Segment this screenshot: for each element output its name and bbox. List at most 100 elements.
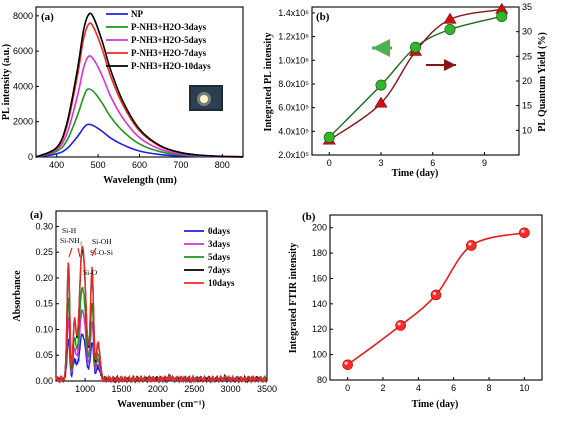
peak-annotation: Si-OH	[92, 237, 112, 246]
y-tick-label: 0.30	[35, 221, 53, 231]
y-tick-label: 4.0x10⁵	[278, 126, 309, 136]
y-tick-label: 8000	[13, 11, 33, 21]
x-tick-label: 500	[91, 160, 106, 170]
ftir-integrated-chart: 0 2 4 6 8 10 80 100 120 140 160 180 200 (b) Time (da…	[288, 211, 543, 410]
y2-tick-label: 15	[522, 101, 532, 111]
ftir-point-highlight	[521, 229, 525, 233]
pl-series-4	[35, 12, 244, 158]
x-tick-label: 6	[451, 383, 456, 393]
absorbance-legend: 0days 3days 5days 7days 10days	[184, 226, 235, 288]
x-tick-label: 3	[378, 158, 383, 168]
pl-spectra-legend: NP P-NH3+H2O-3days P-NH3+H2O-5days P-NH3+H2…	[106, 9, 211, 71]
x-tick-label: 4	[416, 383, 421, 393]
x-tick-label: 2	[380, 383, 385, 393]
ftir-integrated-frame	[329, 214, 543, 381]
y-tick-label: 0.05	[35, 350, 53, 360]
y-tick-label: 0.15	[35, 299, 53, 309]
legend-label: NP	[131, 9, 143, 19]
pl-point	[444, 23, 456, 35]
y-tick-label: 0	[28, 152, 33, 162]
legend-label: P-NH3+H2O-5days	[131, 35, 207, 45]
y-tick-label: 100	[312, 350, 327, 360]
y-tick-label: 6.0x10⁵	[278, 103, 309, 113]
y-tick-label: 0.20	[35, 273, 53, 283]
y-tick-label: 0.25	[35, 247, 53, 257]
y-tick-label: 4000	[13, 81, 33, 91]
integrated-pl-panel-label: (b)	[316, 11, 330, 23]
integrated-pl-frame	[311, 6, 520, 156]
absorbance-y-label: Absorbance	[12, 270, 23, 322]
y-tick-label: 0.00	[35, 376, 53, 386]
y-tick-label: 200	[312, 223, 327, 233]
annotation-arrow	[77, 247, 81, 258]
y-tick-label: 2.0x10⁵	[278, 150, 309, 160]
y2-tick-label: 10	[522, 125, 532, 135]
y2-tick-label: 30	[522, 27, 532, 37]
peak-annotation: Si-O-Si	[90, 248, 113, 257]
ftir-point-highlight	[468, 242, 472, 246]
absorbance-x-label: Wavenumber (cm⁻¹)	[117, 399, 205, 410]
pl-point	[496, 10, 508, 22]
y2-tick-label: 20	[522, 76, 532, 86]
y-tick-label: 120	[312, 324, 327, 334]
peak-annotation: Si-O	[83, 268, 98, 277]
x-tick-label: 1500	[111, 384, 131, 394]
qy-point	[443, 12, 457, 24]
legend-label: 3days	[208, 239, 231, 249]
qy-point	[374, 96, 388, 108]
pl-spectra-x-label: Wavelength (nm)	[103, 175, 177, 186]
legend-label: 0days	[208, 226, 231, 236]
pl-point	[375, 79, 387, 91]
y-tick-label: 1.4x10⁶	[278, 8, 309, 18]
x-tick-label: 600	[132, 160, 147, 170]
legend-label: 7days	[208, 265, 231, 275]
pl-spectra-y-label: PL intensity (a.u.)	[1, 44, 12, 120]
ftir-point	[342, 359, 353, 371]
x-tick-label: 6	[430, 158, 435, 168]
ftir-x-label: Time (day)	[412, 399, 459, 410]
pl-spectra-panel-label: (a)	[41, 11, 54, 23]
ftir-y-label: Integrated FTIR intensity	[288, 243, 299, 354]
y2-tick-label: 35	[522, 2, 532, 12]
legend-label: 10days	[208, 278, 235, 288]
legend-label: 5days	[208, 252, 231, 262]
x-tick-label: 0	[327, 158, 332, 168]
x-tick-label: 3000	[221, 384, 241, 394]
y-tick-label: 6000	[13, 46, 33, 56]
y-tick-label: 1.2x10⁶	[278, 32, 309, 42]
ftir-point	[430, 289, 442, 301]
ftir-point	[519, 227, 530, 239]
absorbance-annotations: Si-HSi-NH₂ Si-OH Si-O-Si Si-O	[60, 226, 113, 277]
pl-point	[323, 131, 335, 143]
peak-annotation: Si-H	[62, 226, 77, 235]
y-tick-label: 180	[312, 248, 327, 258]
absorbance-chart: 1000 1500 2000 2500 3000 3500 0.00 0.05 0.10 0.15…	[12, 209, 277, 410]
y-tick-label: 160	[312, 273, 327, 283]
absorbance-series-4	[55, 245, 268, 384]
y2-tick-label: 25	[522, 51, 532, 61]
ftir-panel-label: (b)	[302, 211, 316, 223]
annotation-arrow	[91, 247, 97, 257]
x-tick-label: 2500	[184, 384, 204, 394]
peak-annotation: Si-NH₂	[60, 236, 83, 245]
x-tick-label: 2000	[148, 384, 168, 394]
x-tick-label: 8	[486, 383, 491, 393]
y-tick-label: 140	[312, 299, 327, 309]
x-tick-label: 9	[482, 158, 487, 168]
y-tick-label: 2000	[13, 117, 33, 127]
legend-label: P-NH3+H2O-3days	[131, 22, 207, 32]
integrated-pl-x-label: Time (day)	[392, 168, 439, 179]
x-tick-label: 10	[519, 383, 529, 393]
x-tick-label: 400	[49, 160, 64, 170]
pl-point	[409, 41, 421, 53]
y-tick-label: 1.0x10⁶	[278, 55, 309, 65]
qy-fit-line	[328, 8, 502, 141]
ftir-point-highlight	[432, 291, 437, 296]
pl-fit-line	[328, 15, 502, 138]
x-tick-label: 1000	[75, 384, 95, 394]
x-tick-label: 800	[215, 160, 230, 170]
legend-label: P-NH3+H2O-10days	[131, 61, 211, 71]
ftir-point-highlight	[397, 322, 401, 326]
